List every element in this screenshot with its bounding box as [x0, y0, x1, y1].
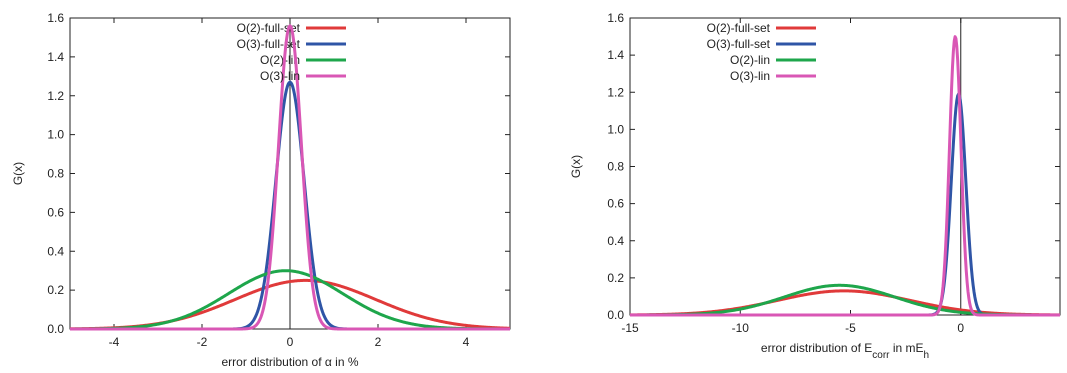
y-tick-label: 1.6: [47, 11, 64, 25]
y-tick-label: 0.2: [607, 271, 624, 285]
y-tick-label: 1.0: [607, 122, 624, 136]
legend-label: O(2)-full-set: [707, 21, 771, 35]
x-axis-label: error distribution of α in %: [222, 355, 359, 369]
x-tick-label: 2: [375, 335, 382, 349]
x-tick-label: 0: [957, 321, 964, 335]
y-tick-label: 1.4: [607, 48, 624, 62]
series-line-O(3)-full-set: [629, 92, 1061, 317]
series-line-O(2)-full-set: [629, 289, 1061, 317]
y-tick-label: 0.6: [47, 205, 64, 219]
series-line-O(3)-lin: [69, 24, 511, 331]
legend-label: O(3)-full-set: [707, 37, 771, 51]
y-tick-label: 1.4: [47, 50, 64, 64]
y-axis-label: G(x): [11, 162, 25, 185]
legend-label: O(2)-lin: [260, 53, 300, 67]
legend-label: O(3)-full-set: [237, 37, 301, 51]
plot-frame: [629, 17, 1061, 316]
y-tick-label: 0.2: [47, 283, 64, 297]
x-tick-label: -5: [845, 321, 856, 335]
x-tick-label: -2: [197, 335, 208, 349]
series-line-O(3)-lin: [629, 35, 1061, 317]
y-tick-label: 1.6: [607, 11, 624, 25]
chart-panel-right: 0.0 0.2 0.4 0.6 0.8 1.0 1.2 1.4 1.6 -15 -10 -5 0 erro…: [569, 11, 1061, 361]
legend-label: O(2)-full-set: [237, 21, 301, 35]
y-tick-label: 0.6: [607, 197, 624, 211]
y-tick-label: 1.2: [47, 89, 64, 103]
x-tick-label: -4: [109, 335, 120, 349]
y-tick-label: 0.4: [607, 234, 624, 248]
x-tick-label: 4: [463, 335, 470, 349]
x-axis-label: error distribution of Ecorr in mEh: [761, 341, 929, 361]
legend-label: O(2)-lin: [730, 53, 770, 67]
x-tick-label: -10: [732, 321, 750, 335]
y-tick-label: 0.8: [607, 160, 624, 174]
y-tick-label: 0.4: [47, 244, 64, 258]
chart-panel-left: 0.0 0.2 0.4 0.6 0.8 1.0 1.2 1.4 1.6 -4 -2 0 2 4 error …: [11, 11, 511, 369]
y-tick-label: 1.0: [47, 128, 64, 142]
legend-label: O(3)-lin: [730, 69, 770, 83]
y-tick-label: 0.0: [607, 308, 624, 322]
series-line-O(2)-lin: [69, 269, 511, 331]
y-tick-label: 0.0: [47, 322, 64, 336]
y-tick-label: 1.2: [607, 85, 624, 99]
y-axis-label: G(x): [569, 155, 583, 178]
legend-label: O(3)-lin: [260, 69, 300, 83]
y-tick-label: 0.8: [47, 167, 64, 181]
x-tick-label: 0: [287, 335, 294, 349]
x-tick-label: -15: [621, 321, 639, 335]
